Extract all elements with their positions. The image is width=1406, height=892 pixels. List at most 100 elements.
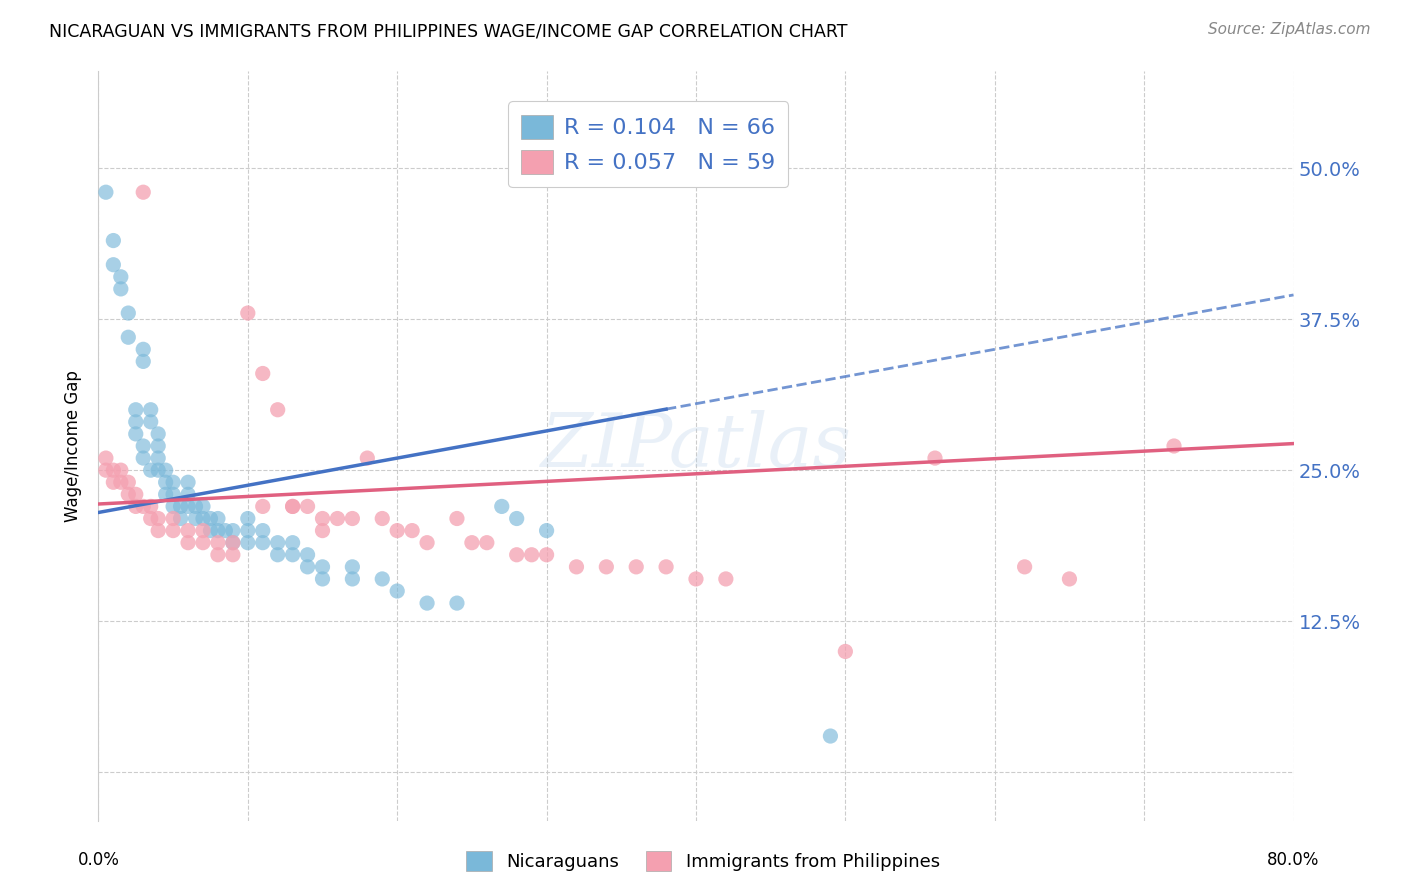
Point — [281, 500, 304, 514]
Point — [110, 463, 132, 477]
Point — [132, 500, 155, 514]
Point — [139, 463, 162, 477]
Point — [94, 451, 117, 466]
Point — [155, 463, 177, 477]
Point — [281, 500, 304, 514]
Point — [148, 524, 170, 538]
Point — [162, 475, 184, 490]
Point — [416, 596, 439, 610]
Point — [162, 511, 184, 525]
Point — [117, 330, 139, 344]
Point — [103, 258, 125, 272]
Point — [506, 511, 529, 525]
Point — [132, 439, 155, 453]
Point — [125, 415, 148, 429]
Point — [297, 559, 319, 574]
Point — [475, 535, 498, 549]
Point — [714, 572, 737, 586]
Text: 80.0%: 80.0% — [1267, 851, 1320, 869]
Legend: Nicaraguans, Immigrants from Philippines: Nicaraguans, Immigrants from Philippines — [458, 844, 948, 879]
Point — [446, 596, 468, 610]
Point — [148, 451, 170, 466]
Point — [132, 354, 155, 368]
Point — [103, 463, 125, 477]
Point — [191, 535, 214, 549]
Point — [595, 559, 617, 574]
Point — [177, 500, 200, 514]
Point — [491, 500, 513, 514]
Point — [169, 500, 191, 514]
Point — [1163, 439, 1185, 453]
Point — [342, 511, 364, 525]
Point — [148, 463, 170, 477]
Text: NICARAGUAN VS IMMIGRANTS FROM PHILIPPINES WAGE/INCOME GAP CORRELATION CHART: NICARAGUAN VS IMMIGRANTS FROM PHILIPPINE… — [49, 22, 848, 40]
Point — [139, 402, 162, 417]
Point — [191, 500, 214, 514]
Point — [162, 524, 184, 538]
Point — [834, 644, 856, 658]
Point — [222, 535, 245, 549]
Point — [125, 426, 148, 441]
Point — [311, 572, 333, 586]
Point — [222, 535, 245, 549]
Point — [401, 524, 423, 538]
Point — [685, 572, 707, 586]
Point — [139, 500, 162, 514]
Point — [207, 535, 229, 549]
Point — [342, 572, 364, 586]
Point — [155, 487, 177, 501]
Point — [252, 535, 274, 549]
Point — [461, 535, 484, 549]
Point — [371, 511, 394, 525]
Point — [191, 511, 214, 525]
Point — [191, 524, 214, 538]
Point — [132, 343, 155, 357]
Point — [536, 548, 558, 562]
Point — [132, 185, 155, 199]
Point — [200, 524, 222, 538]
Point — [446, 511, 468, 525]
Point — [214, 524, 236, 538]
Point — [342, 559, 364, 574]
Point — [626, 559, 648, 574]
Point — [139, 415, 162, 429]
Point — [207, 548, 229, 562]
Point — [222, 524, 245, 538]
Point — [326, 511, 349, 525]
Point — [200, 511, 222, 525]
Point — [385, 584, 409, 599]
Point — [520, 548, 543, 562]
Y-axis label: Wage/Income Gap: Wage/Income Gap — [65, 370, 83, 522]
Point — [416, 535, 439, 549]
Point — [177, 475, 200, 490]
Point — [356, 451, 378, 466]
Point — [103, 234, 125, 248]
Point — [236, 306, 259, 320]
Point — [148, 439, 170, 453]
Point — [207, 524, 229, 538]
Point — [207, 511, 229, 525]
Point — [236, 535, 259, 549]
Point — [267, 402, 290, 417]
Point — [311, 511, 333, 525]
Point — [281, 548, 304, 562]
Point — [536, 524, 558, 538]
Point — [1059, 572, 1081, 586]
Point — [117, 487, 139, 501]
Point — [267, 535, 290, 549]
Point — [820, 729, 842, 743]
Point — [311, 559, 333, 574]
Point — [103, 475, 125, 490]
Point — [297, 500, 319, 514]
Point — [385, 524, 409, 538]
Point — [155, 475, 177, 490]
Point — [125, 500, 148, 514]
Point — [148, 426, 170, 441]
Point — [222, 548, 245, 562]
Point — [110, 475, 132, 490]
Text: 0.0%: 0.0% — [77, 851, 120, 869]
Point — [311, 524, 333, 538]
Point — [169, 511, 191, 525]
Point — [117, 475, 139, 490]
Point — [252, 524, 274, 538]
